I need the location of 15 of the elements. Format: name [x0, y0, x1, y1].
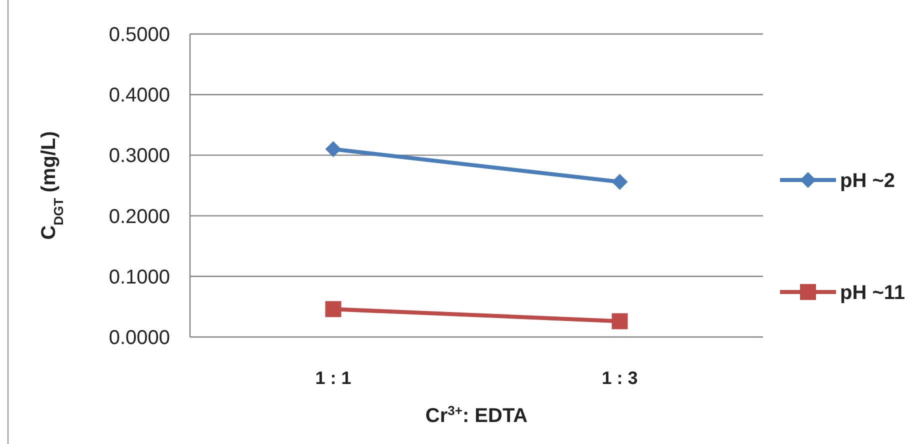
y-tick-label: 0.1000 [108, 266, 170, 288]
y-tick-label: 0.2000 [108, 206, 170, 228]
point [325, 301, 342, 318]
y-tick-label: 0.3000 [108, 145, 170, 168]
point [612, 174, 628, 190]
legend-label: pH ~2 [840, 170, 896, 192]
y-tick-label: 0.5000 [108, 24, 170, 46]
x-axis-title: Cr$^{3+}$: EDTA [425, 402, 528, 427]
point [612, 313, 628, 330]
legend-label: pH ~11 [840, 282, 906, 304]
x-tick-label: 1 : 1 [315, 368, 352, 388]
y-tick-label: 0.0000 [108, 327, 170, 349]
y-tick-label: 0.4000 [108, 84, 170, 107]
point [325, 141, 342, 158]
x-tick-label: 1 : 3 [602, 368, 638, 388]
